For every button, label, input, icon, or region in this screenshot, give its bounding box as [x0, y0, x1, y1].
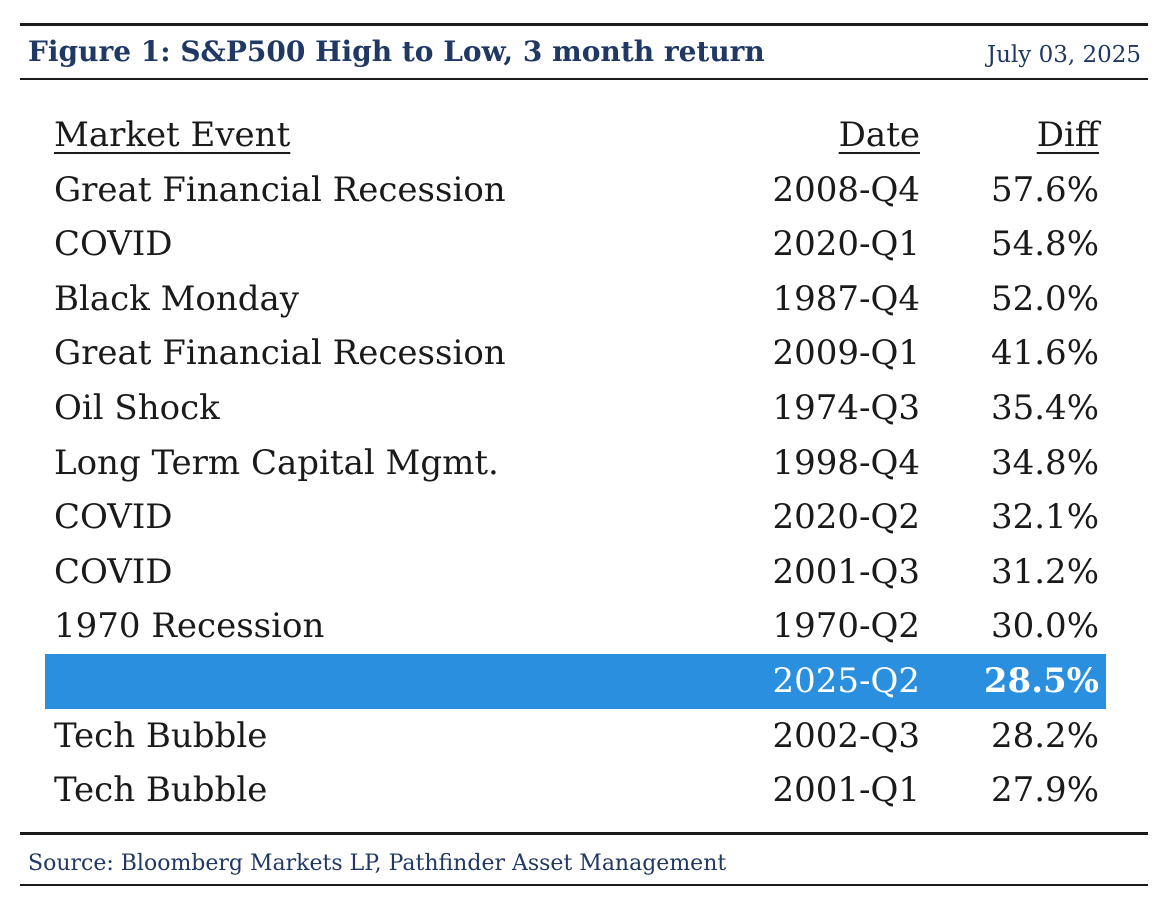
diff-cell: 35.4% — [990, 387, 1099, 428]
event-cell: COVID — [54, 497, 173, 538]
date-cell: 2020-Q2 — [772, 497, 920, 538]
diff-cell: 28.5% — [983, 660, 1099, 701]
date-cell: 2009-Q1 — [772, 333, 920, 374]
diff-cell: 30.0% — [990, 606, 1099, 647]
top-rule — [20, 23, 1148, 26]
event-cell: Tech Bubble — [54, 715, 268, 756]
event-cell: Tech Bubble — [54, 770, 268, 811]
date-cell: 2002-Q3 — [772, 715, 920, 756]
date-cell: 2001-Q1 — [772, 770, 920, 811]
diff-cell: 31.2% — [990, 551, 1099, 592]
event-cell: Oil Shock — [54, 387, 220, 428]
table-header-row: Market Event Date Diff — [0, 108, 1163, 163]
report-date: July 03, 2025 — [986, 42, 1141, 68]
date-cell: 2020-Q1 — [772, 224, 920, 265]
date-cell: 2001-Q3 — [772, 551, 920, 592]
date-cell: 1974-Q3 — [772, 387, 920, 428]
event-cell: Black Monday — [54, 278, 300, 319]
event-cell: 1970 Recession — [54, 606, 325, 647]
event-cell: COVID — [54, 551, 173, 592]
title-rule — [20, 78, 1148, 80]
table-body: Great Financial Recession 2008-Q4 57.6% COV… — [0, 163, 1163, 818]
event-cell: COVID — [54, 224, 173, 265]
bottom-rule — [20, 832, 1148, 835]
table-row: Black Monday 1987-Q4 52.0% — [0, 272, 1163, 327]
column-header-date: Date — [838, 115, 920, 155]
table-row-highlighted: 2025-Q2 28.5% — [0, 653, 1163, 709]
footer-rule — [20, 884, 1148, 886]
diff-cell: 28.2% — [990, 715, 1099, 756]
table-row: COVID 2020-Q1 54.8% — [0, 217, 1163, 272]
table-row: Tech Bubble 2001-Q1 27.9% — [0, 763, 1163, 818]
returns-table: Market Event Date Diff Great Financial R… — [0, 108, 1163, 818]
diff-cell: 27.9% — [990, 770, 1099, 811]
date-cell: 1970-Q2 — [772, 606, 920, 647]
diff-cell: 32.1% — [990, 497, 1099, 538]
date-cell: 2008-Q4 — [772, 169, 920, 210]
event-cell: Long Term Capital Mgmt. — [54, 442, 499, 483]
highlight-band — [45, 653, 1106, 709]
event-cell: Great Financial Recession — [54, 169, 506, 210]
column-header-market-event: Market Event — [54, 115, 291, 155]
date-cell: 1987-Q4 — [772, 278, 920, 319]
table-row: Oil Shock 1974-Q3 35.4% — [0, 381, 1163, 436]
table-row: COVID 2001-Q3 31.2% — [0, 545, 1163, 600]
date-cell: 2025-Q2 — [772, 660, 920, 701]
diff-cell: 52.0% — [990, 278, 1099, 319]
source-note: Source: Bloomberg Markets LP, Pathfinder… — [28, 851, 727, 876]
table-row: Tech Bubble 2002-Q3 28.2% — [0, 709, 1163, 764]
column-header-diff: Diff — [1036, 115, 1099, 155]
diff-cell: 57.6% — [990, 169, 1099, 210]
event-cell: Great Financial Recession — [54, 333, 506, 374]
table-row: Long Term Capital Mgmt. 1998-Q4 34.8% — [0, 436, 1163, 491]
table-row: COVID 2020-Q2 32.1% — [0, 490, 1163, 545]
figure-title: Figure 1: S&P500 High to Low, 3 month re… — [28, 35, 765, 68]
diff-cell: 41.6% — [990, 333, 1099, 374]
table-row: Great Financial Recession 2008-Q4 57.6% — [0, 163, 1163, 218]
table-row: 1970 Recession 1970-Q2 30.0% — [0, 599, 1163, 654]
diff-cell: 34.8% — [990, 442, 1099, 483]
diff-cell: 54.8% — [990, 224, 1099, 265]
table-row: Great Financial Recession 2009-Q1 41.6% — [0, 326, 1163, 381]
date-cell: 1998-Q4 — [772, 442, 920, 483]
